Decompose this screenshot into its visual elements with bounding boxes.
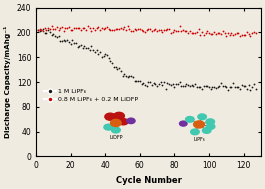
Circle shape <box>111 119 121 126</box>
Circle shape <box>206 119 215 125</box>
Text: LiPF₆: LiPF₆ <box>193 137 205 142</box>
X-axis label: Cycle Number: Cycle Number <box>116 176 182 185</box>
Circle shape <box>194 121 204 128</box>
Circle shape <box>104 124 113 130</box>
Legend: 1 M LiPF₆, 0.8 M LiPF₆ + 0.2 M LiDFP: 1 M LiPF₆, 0.8 M LiPF₆ + 0.2 M LiDFP <box>41 86 141 104</box>
Y-axis label: Discharge Capacity/mAhg⁻¹: Discharge Capacity/mAhg⁻¹ <box>4 26 11 138</box>
Text: LiDFP: LiDFP <box>109 135 123 140</box>
Circle shape <box>206 124 215 129</box>
Circle shape <box>198 114 206 120</box>
Circle shape <box>112 127 120 133</box>
Circle shape <box>179 121 187 126</box>
Circle shape <box>105 113 116 120</box>
Circle shape <box>202 128 211 133</box>
Circle shape <box>191 129 199 135</box>
Circle shape <box>114 112 124 119</box>
Circle shape <box>119 119 128 125</box>
Circle shape <box>127 118 135 124</box>
Circle shape <box>186 116 194 122</box>
